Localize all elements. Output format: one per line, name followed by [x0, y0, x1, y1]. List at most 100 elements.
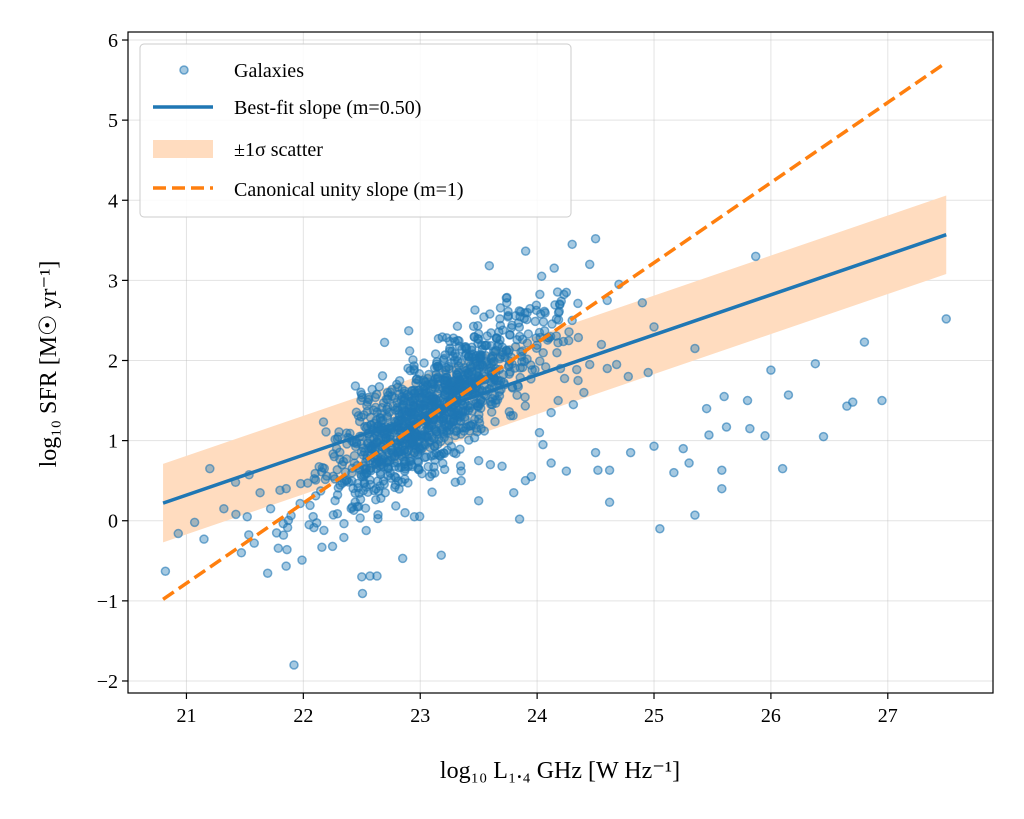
galaxy-point [573, 332, 584, 343]
galaxy-point [847, 397, 858, 407]
galaxy-point [386, 473, 396, 483]
galaxy-point [382, 404, 392, 415]
galaxy-point [704, 430, 714, 440]
galaxy-point [413, 455, 423, 466]
galaxy-point [561, 466, 572, 476]
galaxy-point [356, 412, 366, 422]
galaxy-point [361, 468, 372, 479]
galaxy-point [514, 322, 525, 332]
galaxy-point [429, 450, 439, 460]
plot-frame [127, 31, 994, 694]
galaxy-point [189, 517, 200, 528]
galaxy-point [377, 371, 388, 381]
galaxy-point [623, 371, 634, 382]
galaxy-point [474, 418, 485, 428]
galaxy-point [530, 316, 541, 327]
galaxy-point [381, 457, 392, 468]
galaxy-point [317, 542, 327, 552]
galaxy-point [517, 356, 527, 367]
galaxy-point [690, 343, 700, 354]
galaxy-point [370, 402, 381, 413]
galaxy-point [495, 303, 506, 313]
galaxy-point [455, 444, 465, 454]
galaxy-point [199, 534, 209, 544]
legend-unity-label: Canonical unity slope (m=1) [234, 179, 464, 201]
galaxy-point [512, 390, 522, 401]
galaxy-point [777, 463, 788, 474]
galaxy-point [327, 541, 338, 552]
galaxy-point [486, 328, 496, 338]
galaxy-point [379, 337, 390, 348]
galaxy-point [360, 503, 371, 513]
unity-slope-line [162, 61, 948, 601]
galaxy-point [403, 326, 414, 336]
galaxy-point [552, 347, 562, 358]
galaxy-point [479, 426, 490, 436]
galaxy-point [531, 305, 542, 316]
galaxy-point [522, 338, 533, 348]
galaxy-point [446, 377, 456, 387]
galaxy-point [449, 406, 459, 417]
galaxy-point [320, 474, 331, 485]
galaxy-point [352, 478, 363, 489]
galaxy-point [383, 464, 394, 474]
galaxy-point [236, 548, 247, 558]
galaxy-point [255, 487, 265, 498]
galaxy-point [538, 348, 548, 358]
galaxy-point [458, 379, 469, 390]
galaxy-point [604, 497, 615, 508]
galaxy-point [655, 524, 665, 534]
galaxy-point [356, 395, 366, 406]
galaxy-point [399, 456, 410, 466]
galaxy-point [431, 426, 442, 437]
galaxy-point [332, 508, 343, 519]
galaxy-point [452, 351, 462, 362]
galaxy-point [461, 343, 471, 354]
galaxy-point [571, 364, 582, 375]
galaxy-point [387, 384, 397, 395]
galaxy-point [559, 373, 570, 384]
galaxy-point [362, 421, 373, 432]
x-tick-label: 22 [293, 705, 313, 727]
galaxy-point [321, 427, 331, 437]
galaxy-point [456, 410, 467, 421]
galaxy-point [818, 431, 829, 442]
galaxy-point [369, 485, 379, 496]
galaxy-point [538, 317, 549, 327]
galaxy-point [539, 326, 550, 336]
galaxy-point [546, 407, 556, 418]
galaxy-point [350, 441, 361, 452]
galaxy-point [494, 327, 504, 337]
galaxy-point [411, 378, 421, 388]
galaxy-point [410, 428, 421, 438]
legend-scatter-band-swatch [153, 140, 213, 158]
galaxy-point [465, 403, 475, 413]
y-tick-label: 4 [108, 190, 118, 212]
galaxy-point [309, 473, 320, 484]
galaxy-point [409, 447, 420, 458]
galaxy-point [346, 503, 356, 514]
galaxy-point [590, 447, 601, 458]
galaxy-point [553, 337, 563, 348]
galaxy-point [522, 354, 532, 364]
galaxy-point [520, 401, 531, 411]
y-tick-label: 0 [108, 511, 118, 533]
galaxy-point [419, 394, 429, 404]
galaxy-point [766, 365, 776, 375]
galaxy-point [643, 367, 653, 378]
y-tick-label: 5 [108, 110, 118, 132]
galaxy-point [443, 436, 454, 446]
galaxy-point [596, 339, 607, 350]
galaxy-point [343, 477, 354, 487]
galaxy-point [690, 510, 700, 520]
galaxy-point [721, 422, 732, 432]
galaxy-point [443, 361, 454, 372]
galaxy-point [422, 380, 432, 390]
galaxy-point [462, 365, 472, 375]
galaxy-point [590, 233, 601, 244]
galaxy-point [367, 384, 377, 395]
galaxy-point [442, 427, 452, 438]
galaxy-point [438, 412, 449, 423]
galaxy-point [553, 395, 563, 406]
galaxy-point [611, 359, 622, 370]
